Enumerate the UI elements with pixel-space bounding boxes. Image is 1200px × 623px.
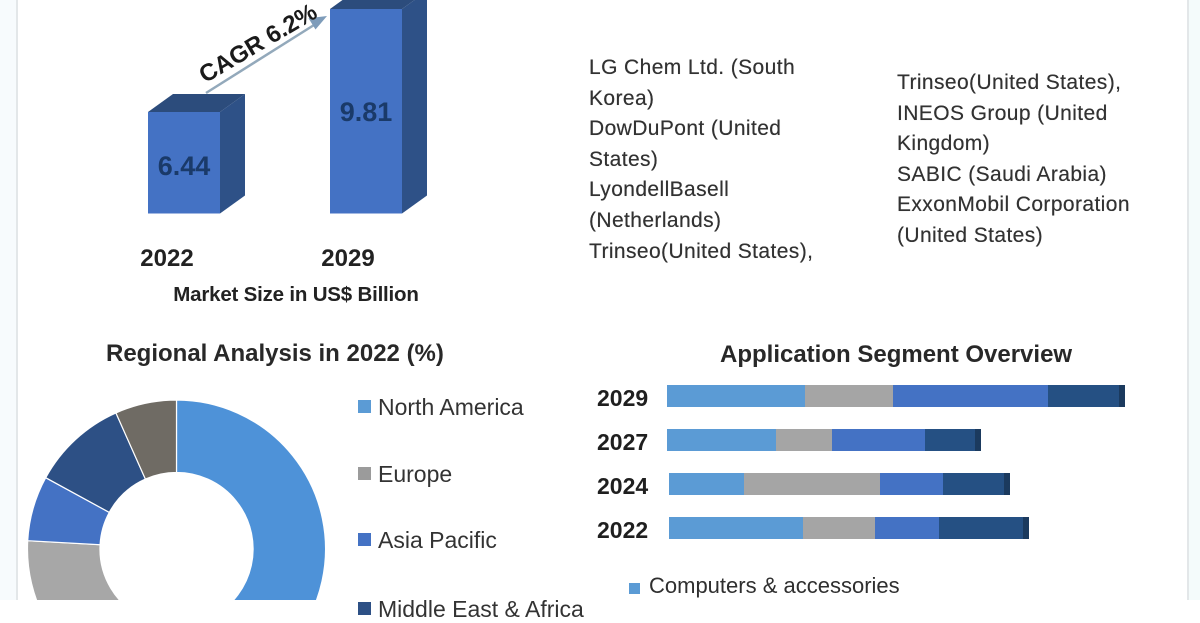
svg-text:9.81: 9.81 (340, 97, 393, 127)
svg-text:2029: 2029 (321, 245, 374, 272)
svg-text:2022: 2022 (140, 245, 193, 272)
svg-text:Market Size in US$ Billion: Market Size in US$ Billion (173, 283, 418, 306)
svg-text:CAGR 6.2%: CAGR 6.2% (194, 0, 321, 89)
svg-text:6.44: 6.44 (158, 151, 211, 181)
